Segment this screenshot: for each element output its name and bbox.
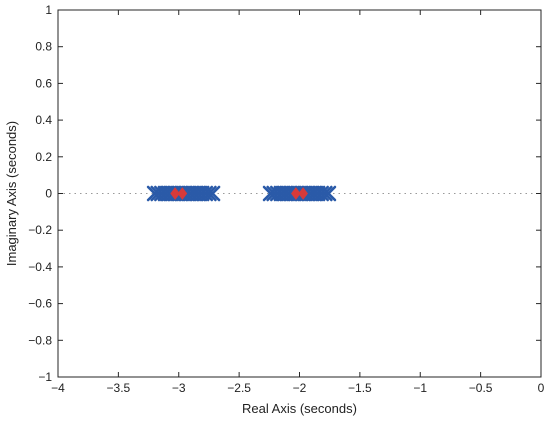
pole-marker (201, 185, 217, 202)
y-tick-label: −0.6 (28, 297, 52, 311)
tick-labels: −4 −3.5 −3 −2.5 −2 −1.5 −1 −0.5 0 −1 −0.8 −0.6 −0.4 −… (28, 3, 544, 395)
y-tick-label: −0.8 (28, 333, 52, 347)
y-tick-label: −0.2 (28, 223, 52, 237)
zero-marker (291, 187, 301, 200)
x-tick-label: −1 (413, 381, 427, 395)
pole-marker (320, 185, 337, 202)
ticks (57, 9, 542, 378)
x-tick-label: −4 (51, 381, 65, 395)
y-tick-label: 1 (45, 3, 52, 17)
markers (146, 185, 337, 202)
y-axis-label: Imaginary Axis (seconds) (4, 121, 19, 266)
y-tick-label: −1 (38, 370, 52, 384)
x-axis-label: Real Axis (seconds) (242, 401, 357, 416)
pole-stroke (320, 185, 337, 202)
zero-marker (170, 187, 180, 200)
x-tick-label: −2.5 (227, 381, 251, 395)
x-tick-label: −2 (293, 381, 307, 395)
x-tick-label: 0 (538, 381, 545, 395)
y-tick-label: 0.6 (35, 76, 52, 90)
y-tick-label: 0.2 (35, 150, 52, 164)
pole-stroke (317, 185, 333, 202)
zero-marker (177, 187, 188, 200)
y-tick-label: −0.4 (28, 260, 52, 274)
y-tick-label: 0.4 (35, 113, 52, 127)
x-tick-label: −3.5 (107, 381, 131, 395)
x-tick-label: −0.5 (469, 381, 493, 395)
y-tick-label: 0 (45, 187, 52, 201)
pole-marker (204, 185, 221, 202)
pole-stroke (201, 185, 217, 202)
pole-marker (317, 185, 333, 202)
y-tick-label: 0.8 (35, 40, 52, 54)
x-tick-label: −1.5 (348, 381, 372, 395)
zero-marker (298, 187, 308, 200)
x-tick-label: −3 (172, 381, 186, 395)
pole-stroke (204, 185, 221, 202)
